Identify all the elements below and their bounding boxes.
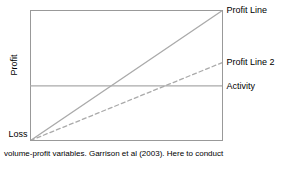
- svg-text:Profit: Profit: [9, 54, 19, 76]
- svg-text:Activity: Activity: [227, 81, 256, 91]
- html-text:volume-profit variables. Garri: volume-profit variables. Garrison et al …: [4, 149, 224, 158]
- svg-text:Profit Line 2: Profit Line 2: [227, 57, 275, 67]
- svg-text:Loss: Loss: [8, 129, 28, 139]
- svg-text:Profit Line: Profit Line: [227, 5, 268, 15]
